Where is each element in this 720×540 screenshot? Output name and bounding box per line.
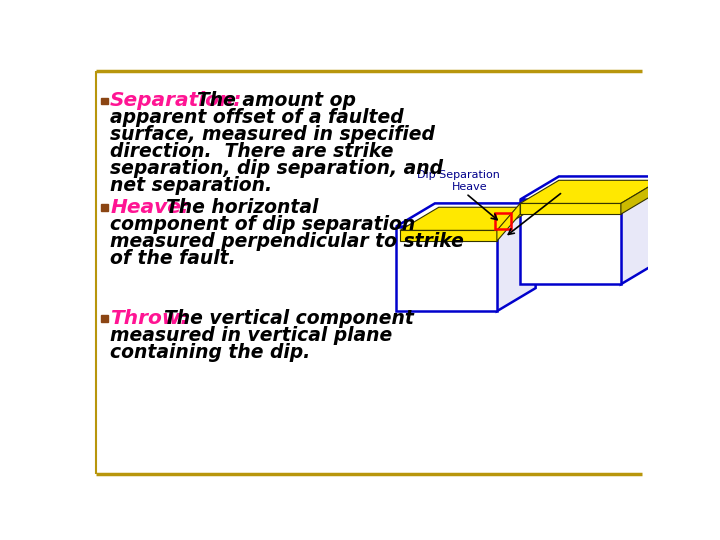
Polygon shape: [400, 207, 536, 231]
Text: measured perpendicular to strike: measured perpendicular to strike: [110, 232, 464, 251]
Polygon shape: [400, 231, 497, 241]
Text: surface, measured in specified: surface, measured in specified: [110, 125, 435, 144]
Polygon shape: [621, 180, 660, 214]
Polygon shape: [497, 204, 520, 241]
Text: apparent offset of a faulted: apparent offset of a faulted: [110, 109, 404, 127]
Bar: [101, 315, 108, 322]
Text: measured in vertical plane: measured in vertical plane: [110, 326, 392, 346]
Polygon shape: [520, 204, 621, 214]
Polygon shape: [396, 204, 536, 226]
Text: Heave:: Heave:: [110, 198, 189, 217]
Polygon shape: [497, 204, 536, 311]
Text: Dip Separation: Dip Separation: [417, 170, 500, 180]
Text: The amount op: The amount op: [197, 91, 356, 111]
Polygon shape: [520, 177, 660, 200]
Text: Heave: Heave: [452, 182, 487, 192]
Polygon shape: [396, 226, 497, 311]
Polygon shape: [520, 200, 621, 284]
Text: containing the dip.: containing the dip.: [110, 343, 310, 362]
Text: of the fault.: of the fault.: [110, 248, 236, 267]
Bar: [101, 204, 108, 211]
Text: direction.  There are strike: direction. There are strike: [110, 143, 394, 161]
Text: The vertical component: The vertical component: [164, 309, 414, 328]
Polygon shape: [520, 180, 660, 204]
Text: Throw:: Throw:: [110, 309, 189, 328]
Text: Throw: Throw: [567, 187, 600, 197]
Polygon shape: [621, 177, 660, 284]
Text: component of dip separation: component of dip separation: [110, 215, 415, 234]
Bar: [101, 98, 108, 104]
Text: net separation.: net separation.: [110, 176, 272, 195]
Text: separation, dip separation, and: separation, dip separation, and: [110, 159, 443, 178]
Text: The horizontal: The horizontal: [166, 198, 318, 217]
Text: Separation:: Separation:: [110, 91, 243, 111]
